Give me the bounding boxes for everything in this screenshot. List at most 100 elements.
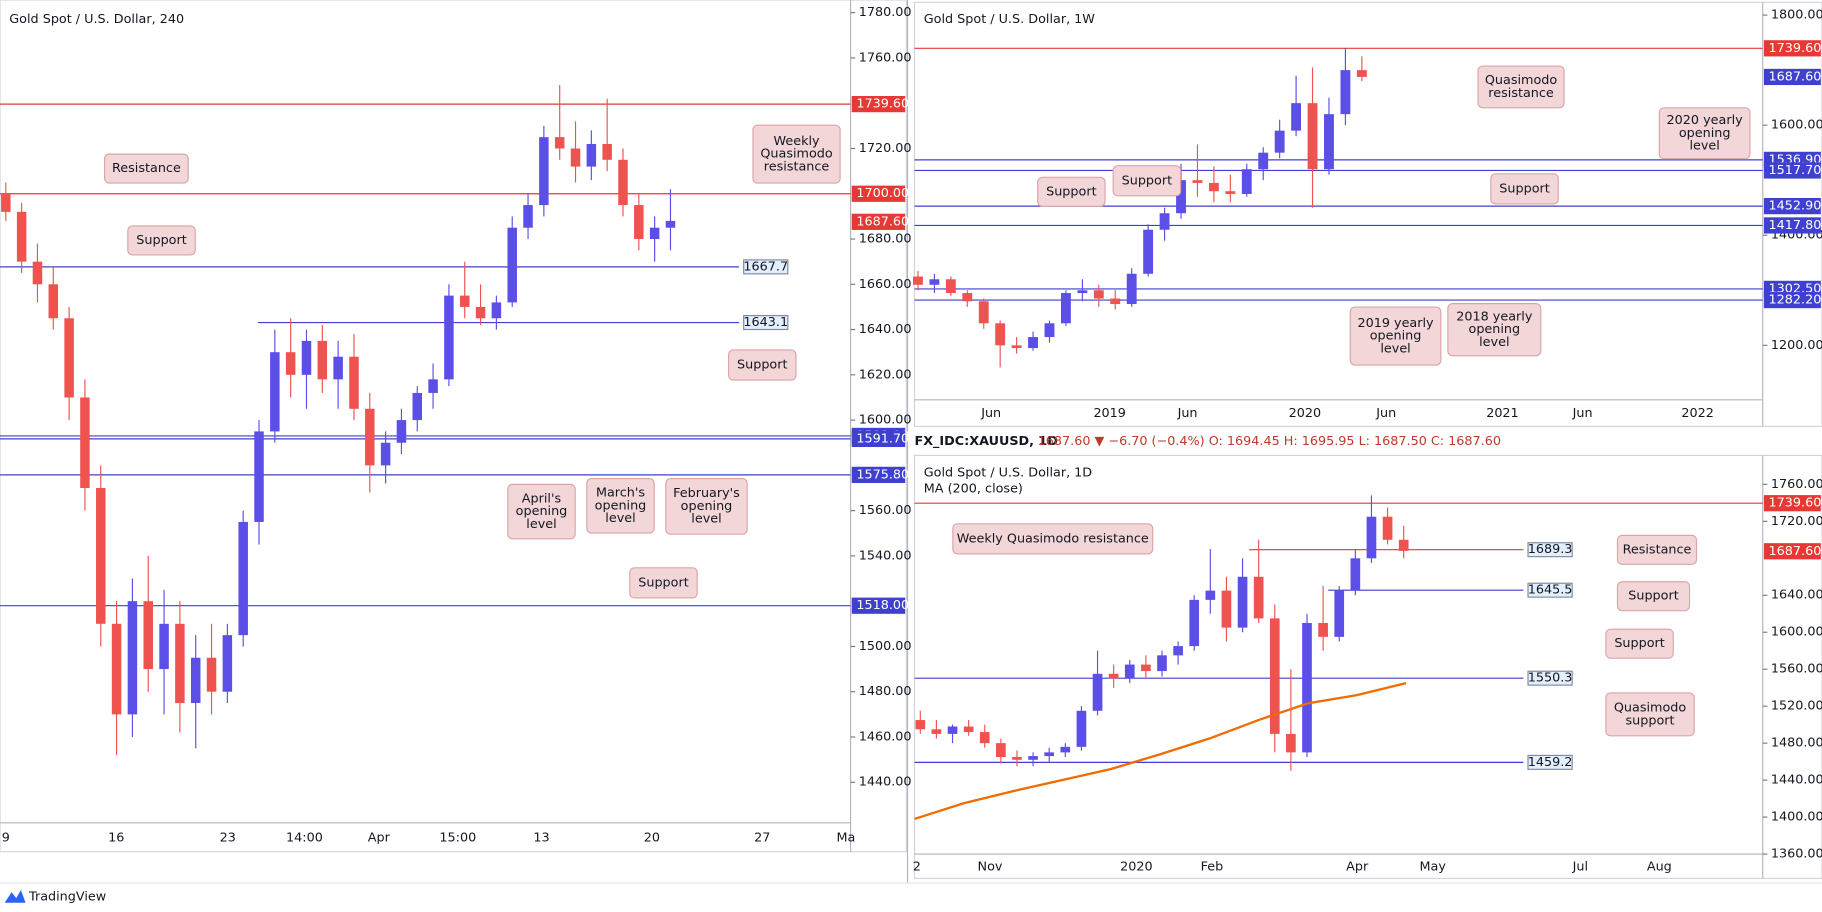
price-tag: [1763, 198, 1821, 215]
price-tag: [1763, 162, 1821, 179]
candle-body: [1126, 273, 1137, 305]
x-tick-label: May: [1420, 859, 1447, 874]
candle-body: [1334, 590, 1345, 637]
candle-body: [1302, 622, 1312, 753]
candle-body: [1159, 213, 1170, 230]
annotation-box: [952, 523, 1154, 555]
annotation-text: level: [691, 512, 721, 527]
price-tag-label: 1700.00: [856, 186, 909, 201]
x-tick-label: 13: [533, 830, 549, 845]
candle-body: [1176, 180, 1186, 214]
x-tick-label: Ma: [837, 830, 856, 845]
x-tick-label: Apr: [1346, 859, 1369, 874]
y-tick-label: 1500.00: [859, 639, 912, 654]
candle-body: [1189, 599, 1200, 647]
candle-body: [64, 318, 74, 398]
candle-body: [1157, 655, 1167, 672]
candle-body: [586, 143, 597, 167]
annotation-text: Support: [1046, 184, 1096, 199]
y-tick-label: 1560.00: [1771, 662, 1822, 677]
candle-body: [618, 159, 628, 206]
price-tag-label: 1518.00: [856, 598, 909, 613]
candle-body: [931, 729, 942, 734]
x-tick-label: 9: [2, 830, 10, 845]
level-tag: [1527, 542, 1573, 558]
candle-body: [143, 601, 153, 670]
annotation-box: [507, 483, 576, 540]
annotation-box: [665, 478, 748, 535]
current-price-label: 1687.60: [856, 214, 909, 229]
annotation-box: [1112, 165, 1182, 197]
annotation-text: Weekly Quasimodo resistance: [957, 531, 1149, 546]
level-tag-label: 1667.7: [743, 259, 788, 274]
candle-body: [1, 193, 11, 212]
candle-body: [978, 301, 989, 324]
price-tag-label: 1417.80: [1769, 218, 1822, 233]
x-tick-label: 2019: [1093, 406, 1125, 421]
price-tag-label: 1517.70: [1769, 163, 1822, 178]
annotation-box: [629, 567, 698, 599]
x-tick-label: 2022: [1681, 406, 1713, 421]
annotation-text: Support: [1499, 181, 1549, 196]
y-tick-label: 1800.00: [1771, 8, 1822, 23]
candle-body: [1060, 746, 1071, 753]
annotation-text: opening: [681, 499, 733, 514]
candle-body: [1044, 323, 1055, 338]
x-tick-label: Jun: [1177, 406, 1198, 421]
annotation-text: Support: [136, 233, 186, 248]
candle-body: [554, 137, 565, 149]
y-tick-label: 1660.00: [859, 277, 912, 292]
candle-body: [1173, 646, 1183, 656]
annotation-text: Resistance: [112, 161, 181, 176]
candle-body: [1092, 673, 1103, 711]
candle-body: [1274, 130, 1285, 153]
candle-body: [412, 392, 423, 421]
candle-body: [1366, 516, 1377, 559]
annotation-text: level: [605, 511, 635, 526]
annotation-text: 2019 yearly: [1357, 316, 1434, 331]
candle-body: [1225, 191, 1236, 194]
annotation-text: Support: [1628, 589, 1678, 604]
candle-body: [523, 205, 533, 228]
annotation-box: [1037, 176, 1106, 207]
candle-body: [159, 623, 169, 670]
x-tick-label: Jul: [1572, 859, 1588, 874]
title-bg: [920, 9, 1124, 31]
candle-body: [913, 276, 923, 285]
candle-body: [190, 657, 201, 704]
annotation-box: [727, 349, 797, 381]
annotation-text: Weekly: [773, 134, 820, 149]
annotation-box: [1477, 65, 1565, 109]
candle-body: [570, 148, 581, 167]
plot-frame: [913, 1, 1822, 428]
x-tick-label: Aug: [1647, 859, 1672, 874]
candle-body: [915, 720, 926, 730]
annotation-text: support: [1626, 713, 1675, 728]
quote: 1687.60 ▼ −6.70 (−0.4%) O: 1694.45 H: 16…: [1038, 434, 1501, 449]
x-tick-label: 23: [220, 830, 236, 845]
candle-body: [1382, 516, 1393, 540]
annotation-box: [1616, 534, 1698, 565]
price-tag-label: 1739.60: [1769, 496, 1822, 511]
annotation-text: opening: [1370, 329, 1422, 344]
y-tick-label: 1440.00: [859, 775, 912, 790]
level-tag-label: 1643.1: [743, 315, 788, 330]
annotation-text: opening: [1469, 322, 1521, 337]
y-tick-label: 1620.00: [859, 367, 912, 382]
plot-frame: [0, 0, 907, 853]
candle-body: [1318, 622, 1328, 637]
candle-body: [539, 137, 549, 206]
price-tag: [1763, 291, 1821, 309]
moving-average: [914, 681, 1407, 821]
candle-body: [1258, 152, 1269, 170]
annotation-text: February's: [673, 486, 740, 501]
candle-body: [285, 352, 296, 375]
candle-body: [1269, 618, 1280, 734]
annotation-box: [1658, 107, 1751, 160]
candle-body: [1028, 756, 1038, 760]
candle-body: [1237, 576, 1248, 628]
candle-body: [1044, 752, 1055, 757]
current-price-tag: [1763, 68, 1821, 86]
candle-body: [222, 635, 233, 692]
y-tick-label: 1480.00: [1771, 736, 1822, 751]
